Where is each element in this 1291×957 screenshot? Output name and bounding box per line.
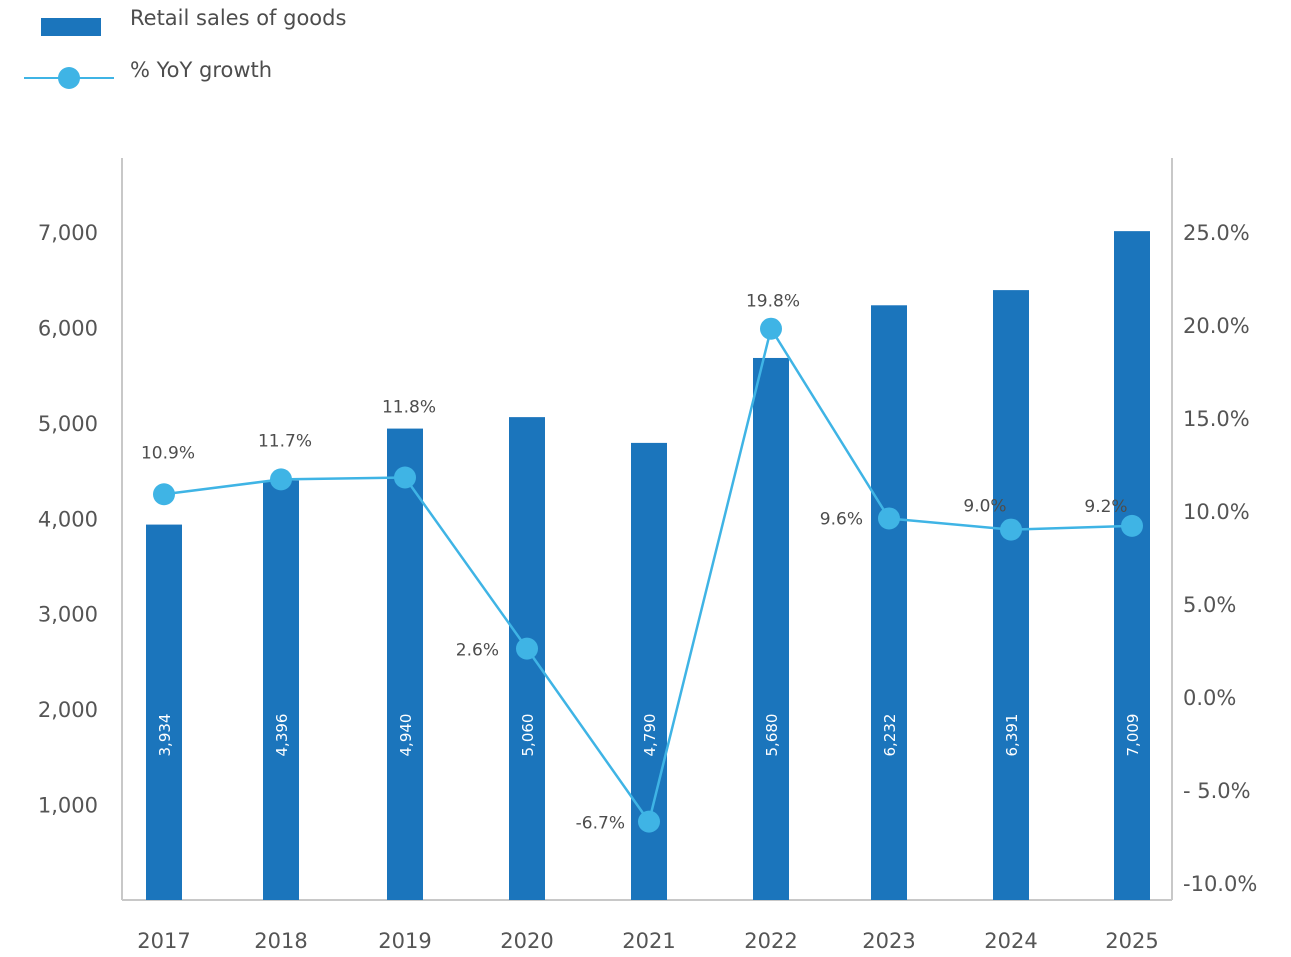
bar-value-label: 6,391: [1003, 714, 1021, 757]
legend-bar-label: Retail sales of goods: [130, 6, 347, 30]
legend-line-swatch: [24, 67, 114, 89]
bar-value-label: 6,232: [881, 714, 899, 757]
x-tick-label: 2020: [500, 929, 553, 953]
growth-value-label: 11.7%: [258, 431, 312, 451]
growth-value-label: 10.9%: [141, 443, 195, 463]
y-left-tick-label: 2,000: [38, 698, 98, 722]
bar-2018: [263, 480, 299, 900]
growth-value-label: 9.2%: [1084, 497, 1127, 517]
y-left-tick-label: 7,000: [38, 221, 98, 245]
x-tick-label: 2025: [1105, 929, 1158, 953]
growth-point-2022: [760, 317, 782, 340]
legend-item-line: % YoY growth: [0, 58, 600, 98]
x-tick-label: 2019: [378, 929, 431, 953]
y-left-tick-label: 6,000: [38, 316, 98, 340]
bar-2022: [753, 357, 789, 901]
bar-2023: [871, 305, 907, 900]
y-right-tick-label: 20.0%: [1183, 314, 1250, 338]
bar-value-label: 7,009: [1124, 714, 1142, 757]
growth-value-label: 9.0%: [963, 497, 1006, 517]
bar-value-label: 4,396: [273, 714, 291, 757]
y-right-tick-label: 5.0%: [1183, 593, 1236, 617]
legend-bar-swatch: [41, 18, 101, 36]
bar-2019: [387, 428, 423, 900]
bar-value-label: 4,940: [397, 714, 415, 757]
y-left-tick-label: 1,000: [38, 794, 98, 818]
y-left-tick-label: 5,000: [38, 412, 98, 436]
x-tick-label: 2021: [622, 929, 675, 953]
y-right-tick-label: - 5.0%: [1183, 779, 1251, 803]
growth-value-label: 9.6%: [820, 509, 863, 529]
growth-point-2024: [1000, 518, 1022, 541]
growth-point-2019: [394, 466, 416, 489]
x-tick-label: 2024: [984, 929, 1037, 953]
x-tick-label: 2017: [137, 929, 190, 953]
growth-point-2018: [270, 468, 292, 491]
growth-point-2017: [153, 483, 175, 506]
growth-point-2023: [878, 507, 900, 530]
y-right-tick-label: 15.0%: [1183, 407, 1250, 431]
bar-2017: [146, 524, 182, 900]
y-left-tick-label: 3,000: [38, 603, 98, 627]
y-left-tick-label: 4,000: [38, 507, 98, 531]
growth-value-label: 2.6%: [456, 641, 499, 661]
y-right-tick-label: 25.0%: [1183, 221, 1250, 245]
y-right-tick-label: 0.0%: [1183, 686, 1236, 710]
x-tick-label: 2022: [744, 929, 797, 953]
x-tick-label: 2023: [862, 929, 915, 953]
growth-point-2020: [516, 637, 538, 660]
y-right-tick-label: 10.0%: [1183, 500, 1250, 524]
bar-2025: [1114, 231, 1150, 901]
legend-item-bar: Retail sales of goods: [0, 0, 600, 40]
legend-line-label: % YoY growth: [130, 58, 273, 82]
y-right-tick-label: -10.0%: [1183, 872, 1257, 896]
growth-value-label: -6.7%: [576, 814, 625, 834]
bar-value-label: 5,680: [763, 714, 781, 757]
legend: Retail sales of goods % YoY growth: [0, 0, 600, 110]
bar-value-label: 4,790: [641, 714, 659, 757]
x-tick-label: 2018: [254, 929, 307, 953]
growth-value-label: 11.8%: [382, 398, 436, 418]
growth-value-label: 19.8%: [746, 292, 800, 312]
bar-value-label: 3,934: [156, 714, 174, 757]
bar-2024: [993, 290, 1029, 901]
bar-value-label: 5,060: [519, 714, 537, 757]
growth-point-2025: [1121, 514, 1143, 537]
growth-point-2021: [638, 810, 660, 833]
